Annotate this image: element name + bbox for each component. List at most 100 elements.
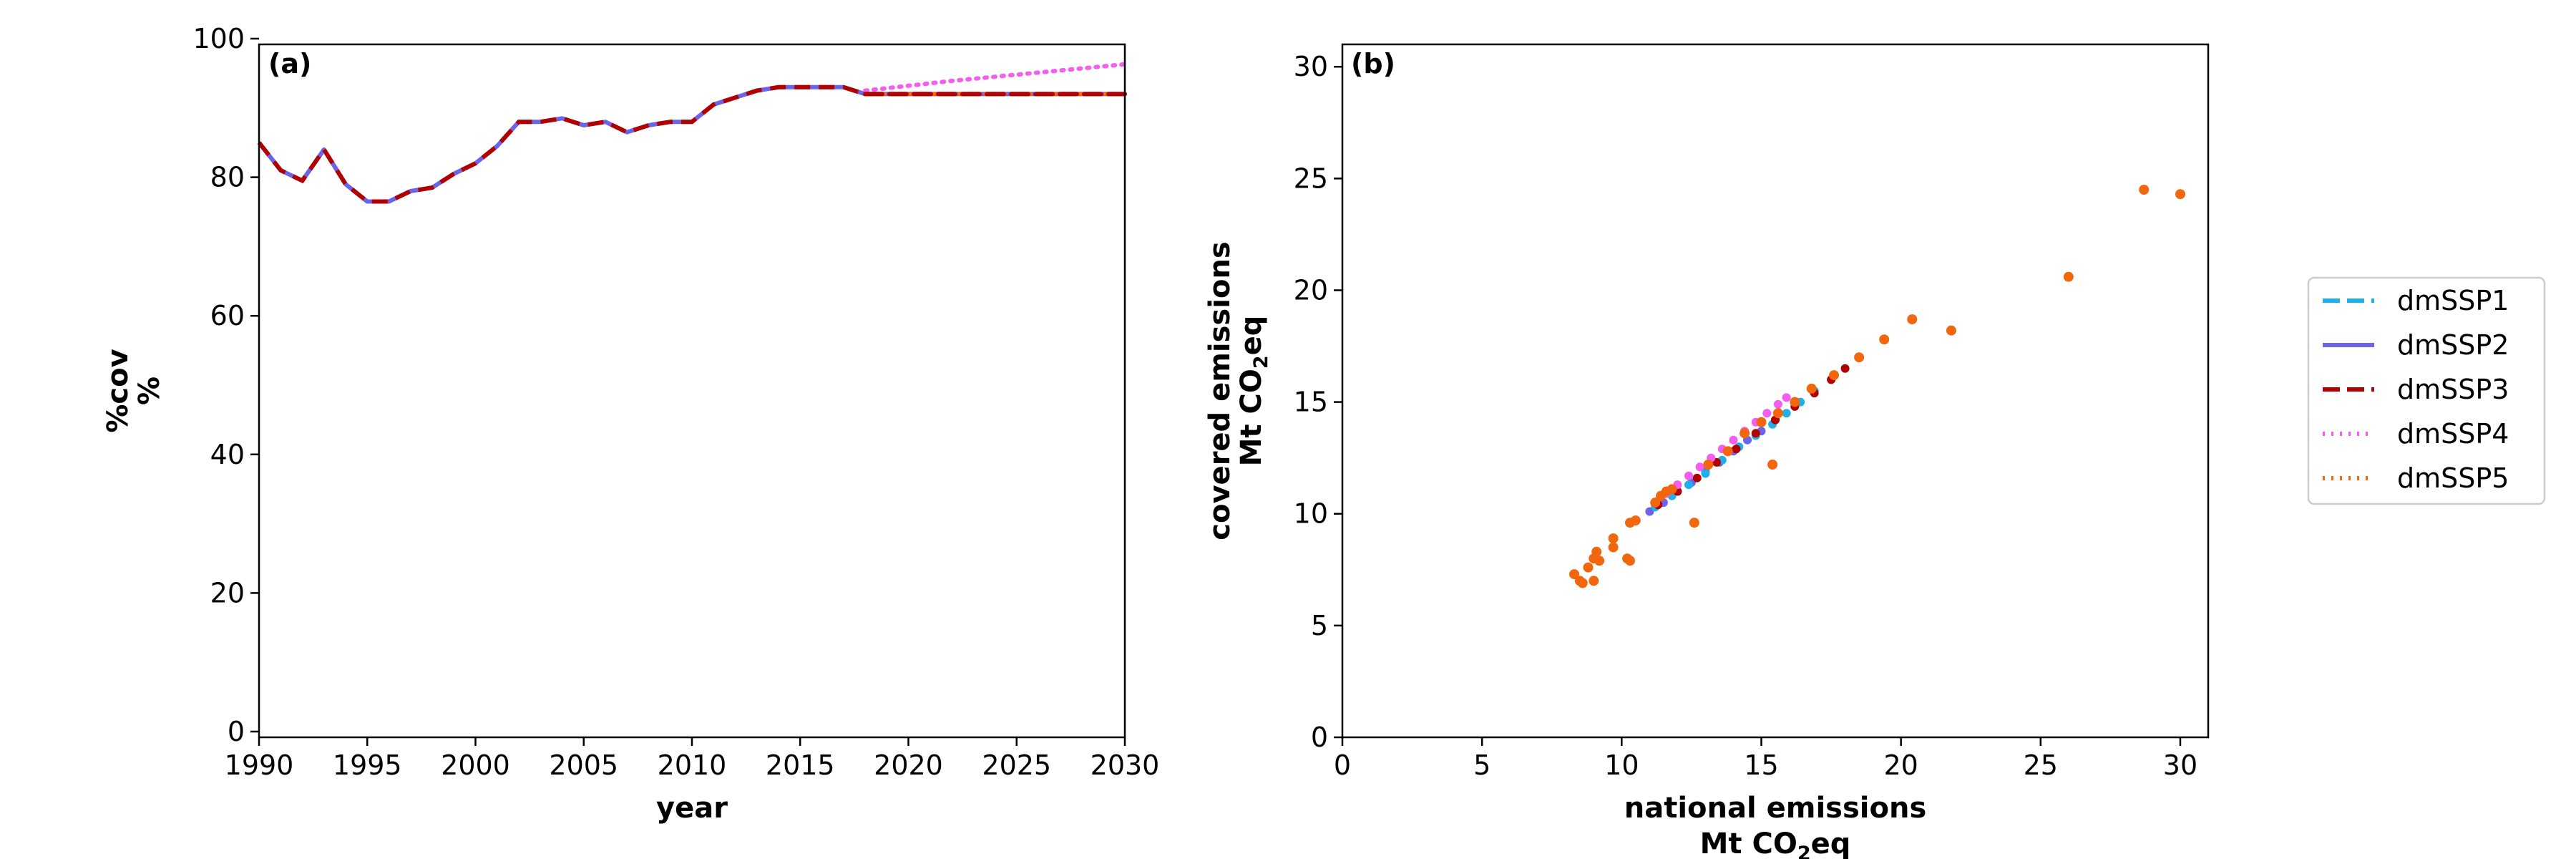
- legend-item-dmssp3: dmSSP3: [2323, 374, 2509, 405]
- x-tick-label: 5: [1473, 749, 1491, 781]
- x-tick-label: 30: [2163, 749, 2197, 781]
- panel-b-y-axis-title-line1: covered emissions: [1204, 241, 1236, 540]
- point-dmssp5: [2175, 189, 2185, 200]
- y-tick-label: 5: [1311, 610, 1328, 641]
- legend: dmSSP1 dmSSP2 dmSSP3 dmSSP4 dmSSP5: [2307, 276, 2546, 505]
- point-dmssp5: [1689, 518, 1699, 528]
- point-dmssp5: [2063, 271, 2074, 282]
- x-tick-label: 15: [1744, 749, 1778, 781]
- point-dmssp4: [1695, 462, 1704, 472]
- line-dmssp4: [863, 62, 1127, 93]
- x-tick-label: 2030: [1091, 749, 1160, 781]
- legend-label: dmSSP2: [2397, 329, 2509, 361]
- legend-label: dmSSP4: [2397, 418, 2509, 450]
- panel-a-x-axis-title: year: [656, 792, 728, 825]
- point-dmssp5: [1907, 314, 1918, 325]
- point-dmssp4: [1729, 435, 1738, 445]
- panel-b-frame: [1341, 43, 2210, 739]
- point-dmssp5: [1608, 542, 1619, 553]
- legend-item-dmssp4: dmSSP4: [2323, 418, 2509, 450]
- x-tick-label: 2025: [982, 749, 1051, 781]
- panel-a-ticks: 1990 1995 2000 2005 2010 2015 2020 2025 2030 0 20 4…: [192, 23, 1159, 781]
- y-tick-label: 0: [1311, 722, 1328, 753]
- y-tick-label: 15: [1294, 387, 1328, 418]
- point-dmssp5: [1772, 408, 1783, 419]
- y-tick-label: 30: [1294, 51, 1328, 82]
- y-tick-label: 40: [210, 439, 245, 470]
- y-tick-label: 60: [210, 300, 245, 331]
- panel-a-plot-area: [257, 62, 1127, 204]
- point-dmssp5: [1594, 555, 1605, 566]
- point-dmssp4: [1762, 409, 1772, 418]
- legend-item-dmssp5: dmSSP5: [2323, 462, 2509, 494]
- x-tick-label: 25: [2024, 749, 2058, 781]
- legend-label: dmSSP5: [2397, 462, 2509, 494]
- x-tick-label: 1990: [225, 749, 294, 781]
- panel-b-y-axis-title-line2: Mt CO2eq: [1235, 316, 1272, 467]
- point-dmssp5: [1829, 370, 1839, 381]
- legend-items: dmSSP1 dmSSP2 dmSSP3 dmSSP4 dmSSP5: [2323, 285, 2509, 494]
- point-dmssp5: [1722, 446, 1733, 457]
- point-dmssp4: [1773, 399, 1782, 409]
- point-dmssp4: [1782, 393, 1791, 402]
- panel-a-y-axis-title-line2: %: [133, 377, 166, 405]
- panel-a-letter: (a): [268, 48, 311, 79]
- y-tick-label: 20: [1294, 274, 1328, 306]
- point-dmssp3: [1692, 473, 1702, 482]
- point-dmssp5: [1946, 325, 1956, 336]
- panel-b-x-axis-title-line1: national emissions: [1624, 792, 1927, 825]
- point-dmssp1: [1782, 409, 1791, 418]
- panel-a-y-axis-title-line1: %cov: [102, 349, 135, 432]
- point-dmssp5: [1650, 498, 1661, 508]
- x-tick-label: 2000: [441, 749, 510, 781]
- point-dmssp5: [1625, 555, 1635, 566]
- point-dmssp5: [1740, 428, 1750, 439]
- point-dmssp5: [1583, 562, 1594, 573]
- point-dmssp5: [1591, 546, 1602, 557]
- panel-b-scatter-chart: 0 5 10 15 20 25 30 0 5 10 15 20 25 30 (b) national em…: [1204, 43, 2210, 859]
- y-tick-label: 10: [1294, 498, 1328, 530]
- legend-item-dmssp1: dmSSP1: [2323, 285, 2509, 316]
- point-dmssp5: [1608, 533, 1619, 544]
- point-dmssp5: [1879, 334, 1890, 345]
- x-tick-label: 0: [1334, 749, 1351, 781]
- panel-b-plot-area: [1569, 185, 2185, 588]
- point-dmssp3: [1751, 429, 1760, 438]
- point-dmssp5: [1756, 417, 1767, 427]
- point-dmssp5: [1630, 515, 1641, 526]
- legend-item-dmssp2: dmSSP2: [2323, 329, 2509, 361]
- legend-label: dmSSP1: [2397, 285, 2509, 316]
- point-dmssp5: [1589, 576, 1599, 586]
- point-dmssp5: [1790, 397, 1800, 407]
- panel-a-line-chart: 1990 1995 2000 2005 2010 2015 2020 2025 2030 0 20 4…: [102, 23, 1159, 825]
- x-tick-label: 2010: [658, 749, 727, 781]
- x-tick-label: 2005: [549, 749, 618, 781]
- point-dmssp1: [1684, 480, 1693, 490]
- point-dmssp4: [1684, 471, 1693, 480]
- x-tick-label: 2015: [766, 749, 835, 781]
- y-tick-label: 20: [210, 577, 245, 608]
- point-dmssp5: [1806, 383, 1817, 394]
- x-tick-label: 20: [1883, 749, 1918, 781]
- point-dmssp5: [1703, 460, 1714, 470]
- point-dmssp5: [1854, 352, 1865, 363]
- point-dmssp5: [1569, 569, 1579, 580]
- y-tick-label: 0: [228, 716, 245, 747]
- point-dmssp3: [1732, 445, 1741, 454]
- panel-b-x-axis-title-line2: Mt CO2eq: [1700, 828, 1851, 859]
- point-dmssp5: [1767, 460, 1778, 470]
- point-dmssp5: [2139, 185, 2150, 195]
- point-dmssp1: [1701, 469, 1710, 478]
- panel-b-letter: (b): [1351, 48, 1395, 79]
- x-tick-label: 2020: [874, 749, 943, 781]
- history-line-dashed: [257, 84, 866, 204]
- x-tick-label: 1995: [333, 749, 402, 781]
- y-tick-label: 100: [192, 23, 245, 54]
- legend-label: dmSSP3: [2397, 374, 2509, 405]
- y-tick-label: 80: [210, 162, 245, 193]
- point-dmssp5: [1667, 484, 1677, 495]
- x-tick-label: 10: [1604, 749, 1639, 781]
- panel-b-ticks: 0 5 10 15 20 25 30 0 5 10 15 20 25 30: [1294, 51, 2198, 781]
